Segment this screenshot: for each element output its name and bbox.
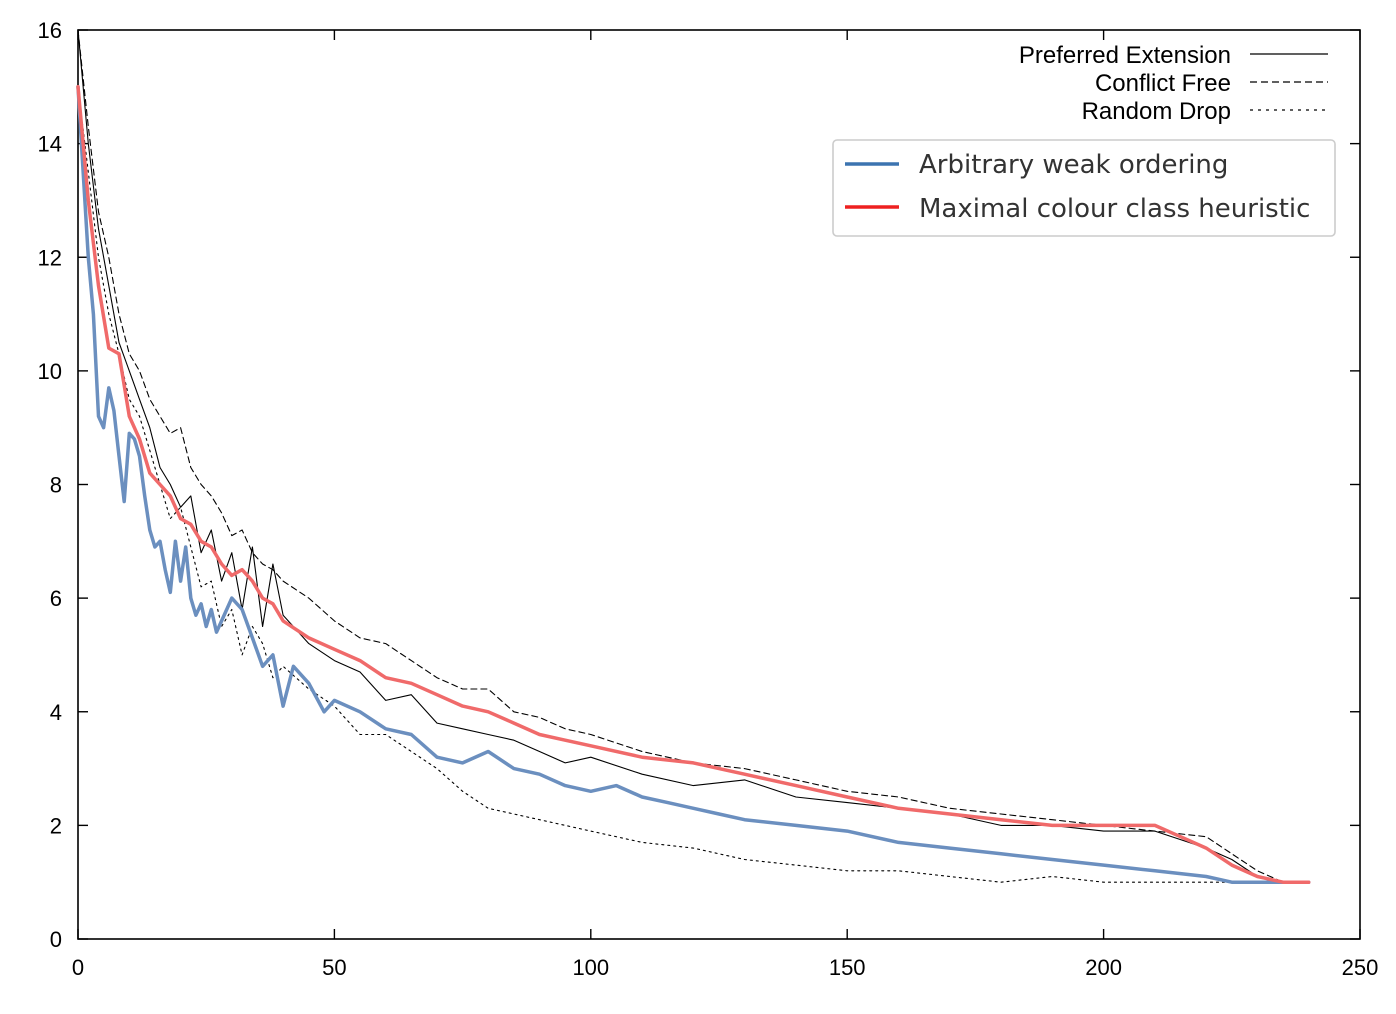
series-layer [76,29,1311,884]
x-tick-label: 150 [829,955,866,980]
x-tick-label: 100 [572,955,609,980]
legend-label-arbitrary-weak-ordering: Arbitrary weak ordering [919,150,1228,180]
x-tick-label: 50 [322,955,346,980]
series-line-maximal-colour-class-heuristic [76,85,1311,884]
legend-label-random-drop: Random Drop [1082,98,1231,125]
legend-frame [832,139,1336,237]
series-line-conflict-free [77,29,1310,883]
x-tick-label: 200 [1085,955,1122,980]
y-tick-label: 12 [38,245,62,270]
y-tick-label: 2 [50,813,62,838]
x-tick-label: 0 [72,955,84,980]
x-tick-label: 250 [1342,955,1379,980]
y-tick-label: 10 [38,359,62,384]
y-tick-label: 4 [50,700,62,725]
y-tick-label: 16 [38,18,62,43]
series-line-preferred-extension [77,29,1310,883]
y-tick-label: 0 [50,927,62,952]
legend-box: Arbitrary weak ordering Maximal colour c… [832,139,1336,237]
legend-top: Preferred Extension Conflict Free Random… [1019,42,1328,125]
legend-label-preferred-extension: Preferred Extension [1019,42,1231,69]
y-tick-label: 14 [38,132,62,157]
legend-label-conflict-free: Conflict Free [1095,70,1231,97]
axis-ticks: 0 50 100 150 200 250 0 2 4 6 8 10 12 14 16 [38,18,1379,980]
series-line-arbitrary-weak-ordering [76,85,1311,884]
y-tick-label: 6 [50,586,62,611]
legend-label-maximal-colour-class: Maximal colour class heuristic [919,194,1310,224]
y-tick-label: 8 [50,473,62,498]
